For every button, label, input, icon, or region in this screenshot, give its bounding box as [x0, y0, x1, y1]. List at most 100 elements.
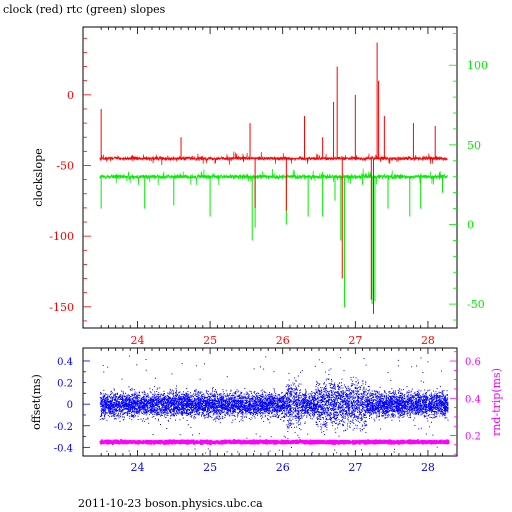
offset-point: [255, 401, 257, 403]
offset-point: [438, 391, 440, 393]
offset-point: [182, 401, 184, 403]
offset-point: [293, 416, 295, 418]
offset-point: [136, 404, 138, 406]
offset-point: [273, 371, 275, 373]
offset-point: [263, 407, 265, 409]
offset-point: [409, 410, 411, 412]
offset-point: [99, 415, 101, 417]
offset-point: [382, 395, 384, 397]
offset-point: [328, 390, 330, 392]
offset-point: [286, 396, 288, 398]
offset-point: [322, 418, 324, 420]
offset-point: [422, 409, 424, 410]
offset-point: [358, 404, 360, 406]
offset-point: [356, 384, 358, 386]
offset-point: [143, 413, 145, 415]
offset-point: [395, 394, 397, 396]
offset-point: [156, 398, 158, 400]
offset-point: [284, 397, 285, 399]
offset-point: [105, 396, 107, 398]
offset-point: [136, 403, 138, 405]
offset-point: [164, 411, 166, 413]
offset-point: [164, 402, 166, 404]
offset-point: [302, 401, 304, 403]
offset-point: [181, 414, 183, 416]
offset-point: [219, 422, 221, 424]
offset-point: [363, 428, 365, 429]
offset-point: [200, 405, 202, 407]
offset-point: [399, 390, 401, 392]
offset-point: [143, 409, 145, 411]
offset-point: [148, 394, 150, 396]
offset-point: [376, 398, 378, 400]
offset-point: [298, 421, 299, 423]
offset-point: [131, 395, 133, 397]
offset-point: [395, 415, 396, 417]
offset-point: [328, 373, 330, 375]
offset-point: [295, 380, 297, 382]
offset-point: [155, 398, 157, 400]
offset-point: [324, 389, 326, 390]
offset-point: [221, 396, 223, 398]
offset-point: [288, 390, 289, 392]
offset-point: [312, 414, 314, 416]
offset-point: [289, 388, 291, 390]
offset-point: [244, 405, 246, 407]
offset-point: [172, 401, 174, 403]
offset-point: [222, 409, 224, 411]
offset-point: [392, 395, 394, 397]
offset-point: [131, 399, 133, 401]
offset-point: [350, 404, 352, 406]
offset-point: [322, 396, 324, 398]
offset-point: [214, 405, 216, 407]
offset-point: [400, 392, 402, 394]
offset-point: [185, 400, 187, 402]
offset-point: [125, 392, 126, 394]
offset-point: [415, 407, 417, 408]
offset-point: [287, 396, 289, 398]
offset-point: [190, 399, 192, 400]
offset-point: [438, 410, 440, 412]
offset-point: [152, 395, 154, 397]
offset-point: [402, 413, 404, 415]
offset-point: [141, 397, 142, 399]
offset-point: [288, 386, 290, 388]
offset-point: [216, 398, 218, 399]
offset-point: [117, 404, 119, 406]
offset-point: [201, 415, 202, 417]
offset-point: [393, 416, 395, 418]
offset-point: [242, 406, 244, 408]
offset-point: [357, 420, 359, 422]
offset-point: [304, 405, 306, 407]
offset-point: [329, 383, 331, 385]
offset-point: [352, 380, 354, 382]
offset-point: [224, 403, 226, 405]
offset-point: [113, 415, 115, 417]
offset-point: [436, 412, 438, 413]
offset-point: [375, 395, 377, 397]
offset-point: [143, 402, 145, 403]
offset-point: [274, 401, 276, 403]
offset-point: [194, 408, 196, 410]
offset-point: [203, 404, 205, 406]
offset-point: [240, 409, 242, 410]
offset-point: [257, 401, 259, 403]
offset-point: [201, 402, 202, 404]
offset-point: [145, 399, 147, 401]
offset-point: [286, 408, 288, 410]
offset-point: [167, 408, 169, 410]
offset-point: [211, 395, 213, 397]
offset-point: [352, 429, 354, 431]
offset-point: [287, 412, 289, 414]
offset-point: [158, 407, 160, 409]
offset-point: [153, 394, 155, 396]
offset-point: [160, 415, 162, 417]
offset-point: [446, 390, 448, 392]
offset-point: [339, 387, 340, 388]
offset-point: [391, 414, 392, 416]
offset-point: [349, 395, 351, 397]
offset-point: [226, 409, 228, 411]
offset-point: [293, 387, 295, 389]
offset-point: [126, 404, 128, 405]
offset-point: [384, 395, 386, 397]
